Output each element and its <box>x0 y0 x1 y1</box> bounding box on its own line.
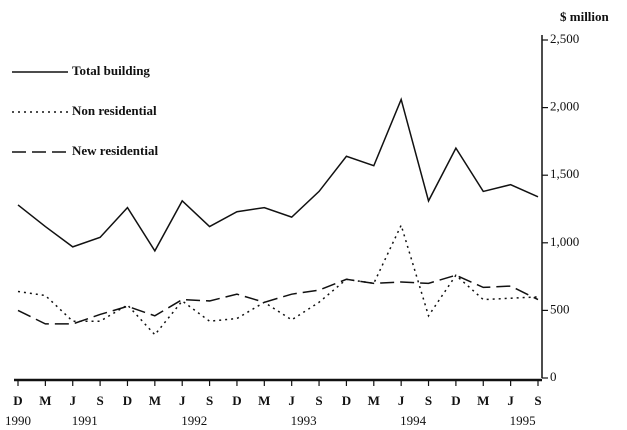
y-tick-label: 1,000 <box>550 234 579 249</box>
x-tick-label: M <box>39 393 51 408</box>
y-tick-label: 2,500 <box>550 31 579 46</box>
x-tick-label: M <box>258 393 270 408</box>
year-label: 1991 <box>72 413 98 428</box>
x-tick-label: J <box>69 393 76 408</box>
x-tick-label: D <box>123 393 132 408</box>
x-tick-label: M <box>149 393 161 408</box>
year-label: 1992 <box>181 413 207 428</box>
x-tick-label: S <box>425 393 432 408</box>
series-line <box>17 97 539 253</box>
legend-label: Total building <box>72 63 150 78</box>
year-label: 1993 <box>291 413 317 428</box>
series-line <box>17 223 539 336</box>
y-tick-label: 2,000 <box>550 99 579 114</box>
x-tick-label: D <box>342 393 351 408</box>
x-tick-label: S <box>315 393 322 408</box>
x-tick-label: D <box>13 393 22 408</box>
x-tick-label: J <box>398 393 405 408</box>
year-label: 1995 <box>510 413 536 428</box>
y-tick-label: 0 <box>550 369 557 384</box>
y-tick-label: 1,500 <box>550 166 579 181</box>
x-tick-label: D <box>232 393 241 408</box>
x-tick-label: S <box>96 393 103 408</box>
year-label: 1990 <box>5 413 31 428</box>
x-tick-label: M <box>368 393 380 408</box>
x-tick-label: M <box>477 393 489 408</box>
x-tick-label: S <box>534 393 541 408</box>
series-line <box>17 274 539 325</box>
x-tick-label: J <box>179 393 186 408</box>
y-tick-label: 500 <box>550 301 570 316</box>
x-tick-label: J <box>507 393 514 408</box>
y-unit: $ million <box>560 9 610 24</box>
x-tick-label: S <box>206 393 213 408</box>
year-label: 1994 <box>400 413 427 428</box>
legend-label: Non residential <box>72 103 157 118</box>
x-tick-label: J <box>288 393 295 408</box>
legend-label: New residential <box>72 143 158 158</box>
x-tick-label: D <box>451 393 460 408</box>
